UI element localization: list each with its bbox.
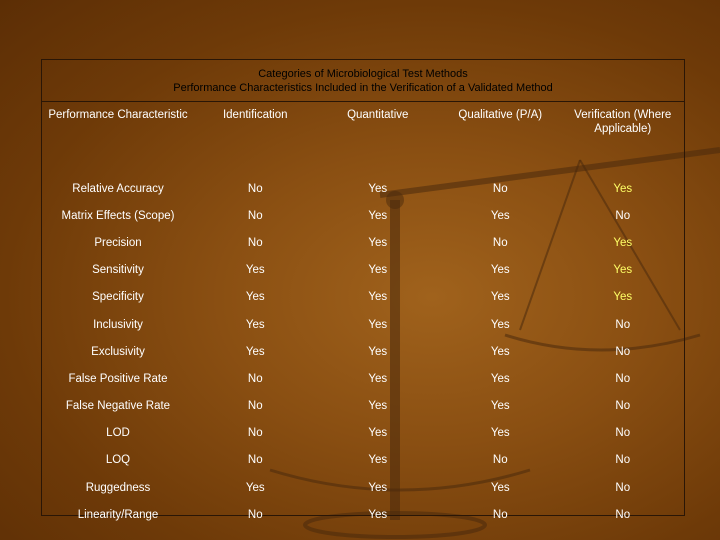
- value-cell: No: [615, 427, 631, 440]
- column-header: Performance Characteristic: [48, 109, 188, 121]
- table-row: Ruggedness Yes Yes Yes No: [42, 474, 684, 501]
- value-cell: Yes: [490, 427, 510, 440]
- value-cell: Yes: [368, 182, 388, 195]
- value-cell: No: [247, 508, 263, 521]
- characteristics-table-container: Categories of Microbiological Test Metho…: [41, 59, 685, 521]
- value-cell: No: [492, 182, 508, 195]
- characteristic-cell: Relative Accuracy: [72, 182, 164, 195]
- value-cell: Yes: [613, 182, 633, 195]
- value-cell: Yes: [613, 236, 633, 249]
- characteristic-cell: Precision: [94, 236, 142, 249]
- table-row: LOQ No Yes No No: [42, 447, 684, 474]
- value-cell: No: [615, 345, 631, 358]
- characteristic-cell: Sensitivity: [92, 264, 144, 277]
- table-header-row: Performance Characteristic Identificatio…: [42, 102, 684, 175]
- value-cell: No: [615, 454, 631, 467]
- value-cell: Yes: [368, 209, 388, 222]
- value-cell: Yes: [368, 291, 388, 304]
- characteristic-cell: Specificity: [92, 291, 144, 304]
- value-cell: Yes: [245, 481, 265, 494]
- value-cell: No: [247, 236, 263, 249]
- value-cell: No: [615, 481, 631, 494]
- characteristic-cell: Linearity/Range: [77, 508, 159, 521]
- value-cell: Yes: [368, 345, 388, 358]
- characteristic-cell: Inclusivity: [93, 318, 143, 331]
- table-row: Inclusivity Yes Yes Yes No: [42, 311, 684, 338]
- table-row: Linearity/Range No Yes No No: [42, 501, 684, 528]
- value-cell: Yes: [368, 427, 388, 440]
- value-cell: No: [247, 454, 263, 467]
- value-cell: Yes: [245, 264, 265, 277]
- value-cell: No: [615, 508, 631, 521]
- value-cell: No: [492, 508, 508, 521]
- value-cell: Yes: [245, 291, 265, 304]
- value-cell: No: [615, 209, 631, 222]
- table-title: Categories of Microbiological Test Metho…: [42, 60, 684, 102]
- characteristic-cell: LOD: [106, 427, 130, 440]
- value-cell: Yes: [368, 481, 388, 494]
- value-cell: Yes: [368, 372, 388, 385]
- table-row: Sensitivity Yes Yes Yes Yes: [42, 257, 684, 284]
- value-cell: Yes: [490, 291, 510, 304]
- value-cell: Yes: [490, 481, 510, 494]
- column-header: Qualitative (P/A): [458, 109, 543, 121]
- characteristic-cell: LOQ: [105, 454, 131, 467]
- value-cell: No: [247, 182, 263, 195]
- table-row: False Negative Rate No Yes Yes No: [42, 393, 684, 420]
- characteristic-cell: Matrix Effects (Scope): [61, 209, 175, 222]
- table-title-line-2: Performance Characteristics Included in …: [173, 81, 553, 94]
- value-cell: No: [247, 400, 263, 413]
- value-cell: Yes: [490, 209, 510, 222]
- column-header: Verification (Where Applicable): [574, 109, 672, 135]
- value-cell: Yes: [613, 291, 633, 304]
- value-cell: No: [247, 372, 263, 385]
- value-cell: Yes: [613, 264, 633, 277]
- table-body: Relative Accuracy No Yes No Yes Matrix Effect…: [42, 175, 684, 528]
- value-cell: No: [247, 427, 263, 440]
- table-row: Exclusivity Yes Yes Yes No: [42, 338, 684, 365]
- value-cell: Yes: [368, 264, 388, 277]
- value-cell: Yes: [368, 318, 388, 331]
- value-cell: Yes: [490, 345, 510, 358]
- column-header: Identification: [222, 109, 288, 121]
- value-cell: Yes: [368, 236, 388, 249]
- value-cell: No: [615, 400, 631, 413]
- table-title-line-1: Categories of Microbiological Test Metho…: [258, 67, 468, 80]
- table-row: LOD No Yes Yes No: [42, 420, 684, 447]
- table-row: Relative Accuracy No Yes No Yes: [42, 175, 684, 202]
- value-cell: Yes: [490, 318, 510, 331]
- characteristics-table: Performance Characteristic Identificatio…: [42, 102, 684, 528]
- value-cell: Yes: [490, 264, 510, 277]
- table-row: Specificity Yes Yes Yes Yes: [42, 284, 684, 311]
- value-cell: Yes: [245, 318, 265, 331]
- table-row: False Positive Rate No Yes Yes No: [42, 365, 684, 392]
- characteristic-cell: Exclusivity: [91, 345, 145, 358]
- value-cell: No: [492, 236, 508, 249]
- table-row: Matrix Effects (Scope) No Yes Yes No: [42, 202, 684, 229]
- value-cell: Yes: [368, 400, 388, 413]
- value-cell: No: [492, 454, 508, 467]
- characteristic-cell: False Positive Rate: [68, 372, 168, 385]
- column-header: Quantitative: [347, 109, 409, 121]
- value-cell: Yes: [490, 372, 510, 385]
- table-row: Precision No Yes No Yes: [42, 229, 684, 256]
- value-cell: No: [615, 318, 631, 331]
- value-cell: No: [615, 372, 631, 385]
- value-cell: Yes: [368, 454, 388, 467]
- value-cell: Yes: [245, 345, 265, 358]
- characteristic-cell: Ruggedness: [85, 481, 151, 494]
- value-cell: Yes: [368, 508, 388, 521]
- characteristic-cell: False Negative Rate: [65, 400, 171, 413]
- value-cell: No: [247, 209, 263, 222]
- value-cell: Yes: [490, 400, 510, 413]
